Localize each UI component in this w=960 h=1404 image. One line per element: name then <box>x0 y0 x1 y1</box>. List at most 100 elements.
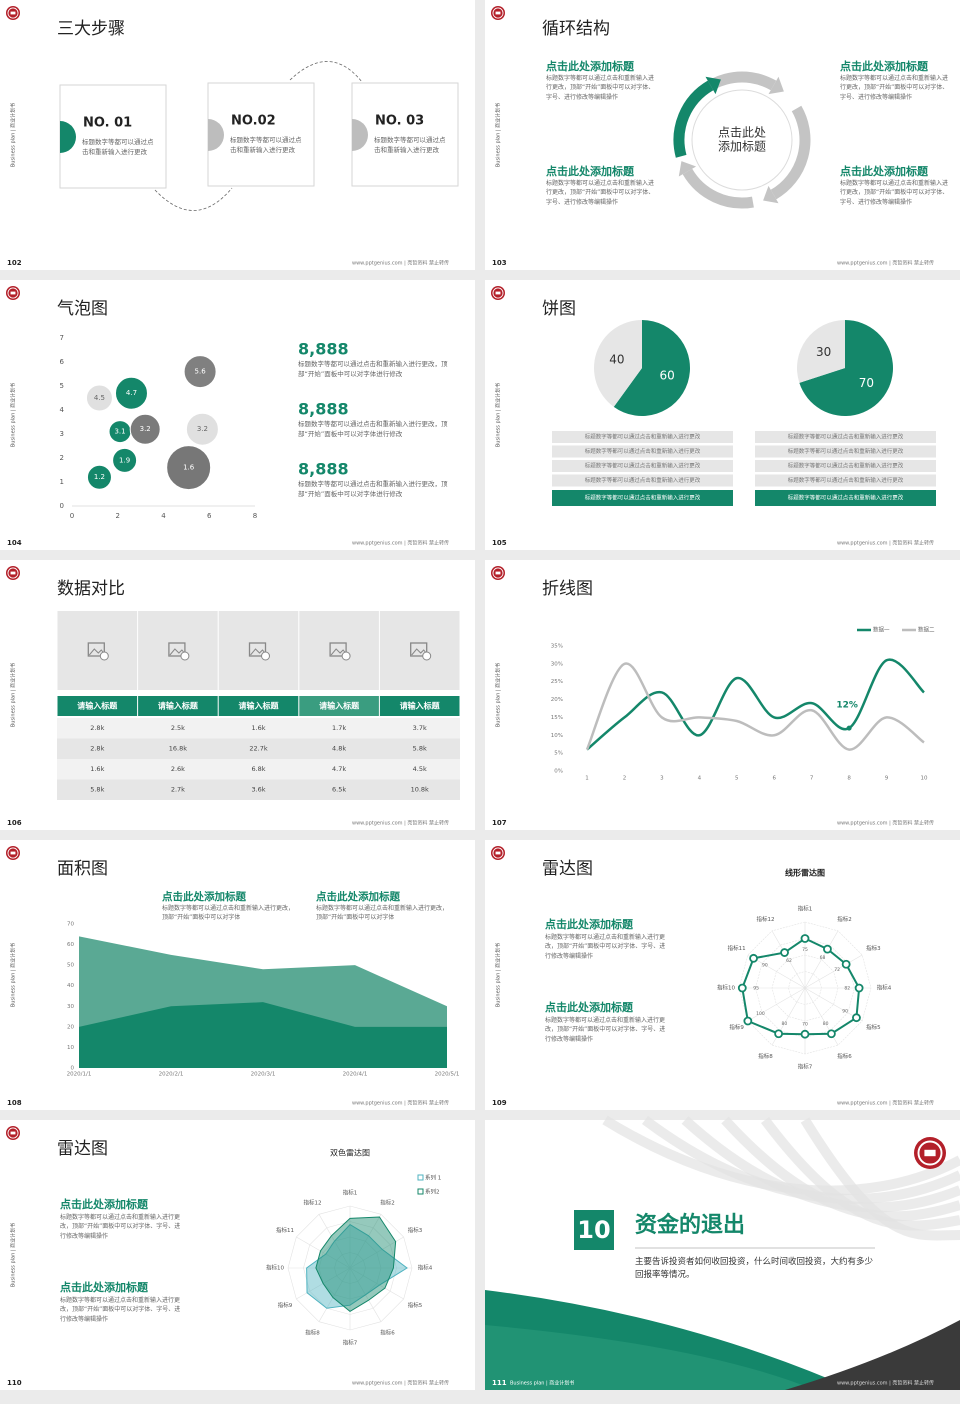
table-cell: 4.8k <box>332 745 346 753</box>
bubble <box>85 384 113 412</box>
legend-label: 系列 1 <box>425 1174 441 1182</box>
slide: Business plan | 商业计划书 数据对比 106 www.pptgeniu… <box>0 560 475 830</box>
slide: Business plan | 商业计划书 循环结构 103 www.pptgeniu… <box>485 0 960 270</box>
step-tab <box>352 119 368 151</box>
line-series <box>585 662 925 751</box>
text-row <box>755 431 936 443</box>
radar-point <box>826 1029 836 1039</box>
row-text: 标题数字等都可以通过点击和重新输入进行更改 <box>585 447 701 455</box>
radar-point <box>800 934 810 943</box>
table-cell: 2.5k <box>171 724 185 732</box>
side-text: Business plan | 商业计划书 <box>495 943 502 1007</box>
x-tick-label: 2020/5/1 <box>435 1072 460 1078</box>
y-tick-label: 35% <box>551 644 563 650</box>
table-cell: 4.5k <box>413 765 427 773</box>
y-tick-label: 25% <box>551 679 563 685</box>
radar-point <box>737 983 747 993</box>
logo-ring <box>7 7 19 19</box>
header-cell <box>138 696 218 716</box>
table-cell: 1.6k <box>251 724 265 732</box>
block-text: 标题数字等都可以通过点击和重新输入进行更改，顶部“开始”面板中可以对字体 <box>162 905 295 922</box>
header-cell <box>218 696 299 716</box>
y-tick-label: 3 <box>60 430 64 438</box>
radar-axis-label: 指标12 <box>757 915 775 923</box>
text-row <box>552 490 733 506</box>
block-text-box: 标题数字等都可以通过点击和重新输入进行更改，顶部“开始”面板中可以对字体、字号、… <box>545 934 665 960</box>
radar-axis-label: 指标8 <box>758 1052 773 1060</box>
radar-spoke <box>804 930 839 989</box>
page-number: 103 <box>492 259 507 267</box>
cycle-arrowhead <box>768 76 784 95</box>
step-label: NO. 03 <box>375 114 424 129</box>
y-tick-label: 4 <box>60 406 65 414</box>
table-cell: 5.8k <box>413 745 427 753</box>
page-number: 104 <box>7 539 22 547</box>
x-tick-label: 8 <box>253 512 257 520</box>
radar-series <box>315 1216 397 1313</box>
radar-point <box>852 1013 861 1023</box>
x-tick-label: 2 <box>116 512 120 520</box>
site-text: www.pptgenius.com | 亮哲资料 禁止转传 <box>352 260 449 267</box>
radar-axis-label: 指标4 <box>877 984 892 992</box>
bubble <box>86 464 112 490</box>
bubble-label: 4.5 <box>94 394 105 402</box>
page-number: 109 <box>492 1099 507 1107</box>
radar-value-label: 100 <box>756 1011 765 1017</box>
bubble-label: 1.6 <box>183 464 195 472</box>
radar-spoke <box>349 1267 404 1300</box>
side-text: Business plan | 商业计划书 <box>495 663 502 727</box>
radar-value-label: 90 <box>762 962 768 968</box>
radar-axis-label: 指标11 <box>276 1226 294 1234</box>
step-text-box: 标题数字等都可以通过点击和重新输入进行更改 <box>82 138 154 156</box>
radar-value-label: 62 <box>786 958 792 964</box>
bubble <box>166 445 212 491</box>
center-label: 点击此处 <box>718 126 766 140</box>
header-cell-text: 请输入标题 <box>77 701 118 711</box>
radar-point <box>780 948 789 957</box>
image-icon <box>248 642 267 657</box>
step-text-box: 标题数字等都可以通过点击和重新输入进行更改 <box>230 136 302 154</box>
logo-ring <box>917 1140 943 1166</box>
block-heading: 点击此处添加标题 <box>545 917 634 931</box>
block-text: 标题数字等都可以通过点击和重新输入进行更改，顶部“开始”面板中可以对字体、字号、… <box>840 180 949 206</box>
site-text: www.pptgenius.com | 亮哲资料 禁止转传 <box>837 260 934 267</box>
footer-text: Business plan | 商业计划书 <box>510 1380 574 1387</box>
table-cell: 3.6k <box>251 786 265 794</box>
radar-value-label: 80 <box>782 1021 788 1027</box>
slide-title: 饼图 <box>542 299 576 319</box>
text-row <box>755 460 936 472</box>
table-cell: 6.8k <box>251 765 265 773</box>
radar-value-label: 70 <box>802 1022 808 1028</box>
slide-title: 面积图 <box>57 859 108 879</box>
radar-spoke <box>804 954 863 989</box>
radar-axis-label: 指标9 <box>278 1301 293 1309</box>
site-text: www.pptgenius.com | 亮哲资料 禁止转传 <box>352 540 449 547</box>
radar-value-label: 80 <box>823 1021 829 1027</box>
table-cell: 6.5k <box>332 786 346 794</box>
side-text: Business plan | 商业计划书 <box>10 103 17 167</box>
cover-band <box>785 1320 960 1390</box>
radar-point <box>774 1029 784 1039</box>
slide-title: 循环结构 <box>542 19 610 39</box>
site-text: www.pptgenius.com | 亮哲资料 禁止转传 <box>352 1100 449 1107</box>
page-number: 107 <box>492 819 507 827</box>
radar-axis-label: 指标10 <box>266 1264 284 1272</box>
block-text-box: 标题数字等都可以通过点击和重新输入进行更改，顶部“开始”面板中可以对字体、字号、… <box>840 75 948 101</box>
header-cell <box>379 696 460 716</box>
site-text: www.pptgenius.com | 亮哲资料 禁止转传 <box>837 1380 934 1387</box>
block-text: 标题数字等都可以通过点击和重新输入进行更改，顶部“开始”面板中可以对字体、字号、… <box>60 1214 181 1240</box>
radar-value-label: 90 <box>842 1009 848 1015</box>
cycle-arrowhead <box>763 185 779 204</box>
row-text: 标题数字等都可以通过点击和重新输入进行更改 <box>585 494 701 502</box>
text-row <box>755 474 936 487</box>
radar-series <box>306 1223 408 1309</box>
item-text: 标题数字等都可以通过点击和重新输入进行更改，顶部“开始”面板中可以对字体进行修改 <box>298 360 448 379</box>
bubble <box>114 376 148 410</box>
y-tick-label: 20 <box>67 1024 74 1030</box>
bubble-label: 5.6 <box>195 368 207 376</box>
block-text-box: 标题数字等都可以通过点击和重新输入进行更改，顶部“开始”面板中可以对字体、字号、… <box>546 180 654 206</box>
slide-title: 雷达图 <box>542 859 593 879</box>
x-tick-label: 5 <box>735 776 739 782</box>
radar-axis-label: 指标2 <box>837 915 852 923</box>
